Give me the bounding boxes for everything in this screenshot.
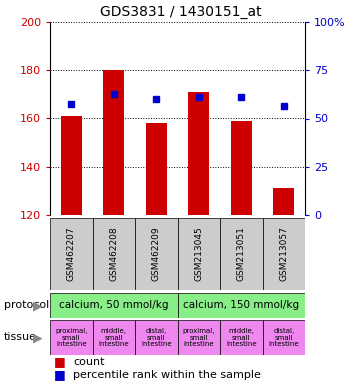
Bar xyxy=(231,121,252,215)
Text: ■: ■ xyxy=(54,369,65,381)
Bar xyxy=(178,320,220,355)
Text: ■: ■ xyxy=(54,356,65,369)
Text: percentile rank within the sample: percentile rank within the sample xyxy=(74,370,261,380)
Text: count: count xyxy=(74,357,105,367)
Text: ▶: ▶ xyxy=(33,331,43,344)
Bar xyxy=(262,218,305,290)
Bar xyxy=(103,70,125,215)
Bar xyxy=(50,293,178,318)
Text: middle,
small
intestine: middle, small intestine xyxy=(99,328,129,348)
Text: GSM462209: GSM462209 xyxy=(152,227,161,281)
Bar xyxy=(92,218,135,290)
Text: proximal,
small
intestine: proximal, small intestine xyxy=(183,328,215,348)
Text: proximal,
small
intestine: proximal, small intestine xyxy=(55,328,87,348)
Bar xyxy=(135,218,178,290)
Bar xyxy=(145,123,167,215)
Bar xyxy=(92,320,135,355)
Bar xyxy=(220,218,262,290)
Text: calcium, 50 mmol/kg: calcium, 50 mmol/kg xyxy=(59,301,169,311)
Text: GDS3831 / 1430151_at: GDS3831 / 1430151_at xyxy=(100,5,261,19)
Text: GSM213057: GSM213057 xyxy=(279,227,288,281)
Bar xyxy=(220,320,262,355)
Text: tissue: tissue xyxy=(4,333,36,343)
Bar xyxy=(50,320,92,355)
Text: protocol: protocol xyxy=(4,301,49,311)
Text: GSM462208: GSM462208 xyxy=(109,227,118,281)
Text: GSM213051: GSM213051 xyxy=(237,227,246,281)
Bar xyxy=(273,189,294,215)
Bar xyxy=(262,320,305,355)
Bar xyxy=(61,116,82,215)
Bar xyxy=(50,218,92,290)
Text: GSM462207: GSM462207 xyxy=(67,227,76,281)
Text: distal,
small
intestine: distal, small intestine xyxy=(269,328,299,348)
Text: middle,
small
intestine: middle, small intestine xyxy=(226,328,257,348)
Bar xyxy=(188,92,209,215)
Text: distal,
small
intestine: distal, small intestine xyxy=(141,328,171,348)
Bar xyxy=(135,320,178,355)
Text: ▶: ▶ xyxy=(33,299,43,312)
Bar xyxy=(178,293,305,318)
Text: GSM213045: GSM213045 xyxy=(194,227,203,281)
Bar xyxy=(178,218,220,290)
Text: calcium, 150 mmol/kg: calcium, 150 mmol/kg xyxy=(183,301,299,311)
